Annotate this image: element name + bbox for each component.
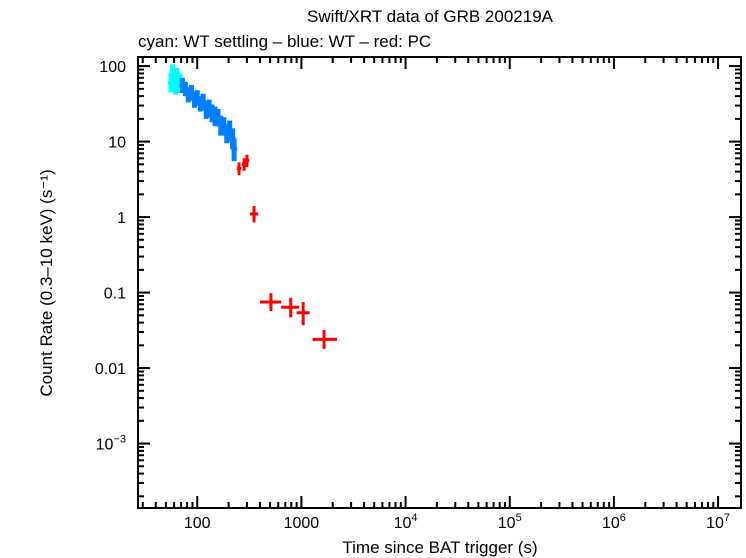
- y-tick-label: 10: [108, 135, 126, 152]
- x-tick-label: 105: [498, 512, 522, 532]
- x-axis-label: Time since BAT trigger (s): [342, 538, 537, 557]
- series-wt-settling: [168, 64, 183, 95]
- x-tick-label: 1000: [284, 515, 320, 532]
- x-tick-label: 106: [602, 512, 626, 532]
- plot-frame: [137, 56, 742, 509]
- x-tick-label: 100: [184, 515, 211, 532]
- chart-subtitle: cyan: WT settling – blue: WT – red: PC: [138, 32, 431, 51]
- x-tick-label: 107: [706, 512, 730, 532]
- y-tick-label: 100: [99, 59, 126, 76]
- x-tick-label: 104: [394, 512, 418, 532]
- y-tick-label: 0.1: [104, 286, 126, 303]
- y-tick-label: 10−3: [96, 434, 126, 454]
- series-pc: [236, 154, 338, 349]
- data-marks: [168, 64, 338, 349]
- y-tick-label: 0.01: [95, 361, 126, 378]
- y-axis-label: Count Rate (0.3–10 keV) (s⁻¹): [37, 169, 56, 396]
- y-tick-label: 1: [117, 210, 126, 227]
- chart-title: Swift/XRT data of GRB 200219A: [307, 7, 554, 26]
- axes: 100 1000 104 105 106 107 100 10 1 0.1 0.01 10−3: [95, 57, 741, 532]
- series-wt: [179, 77, 238, 162]
